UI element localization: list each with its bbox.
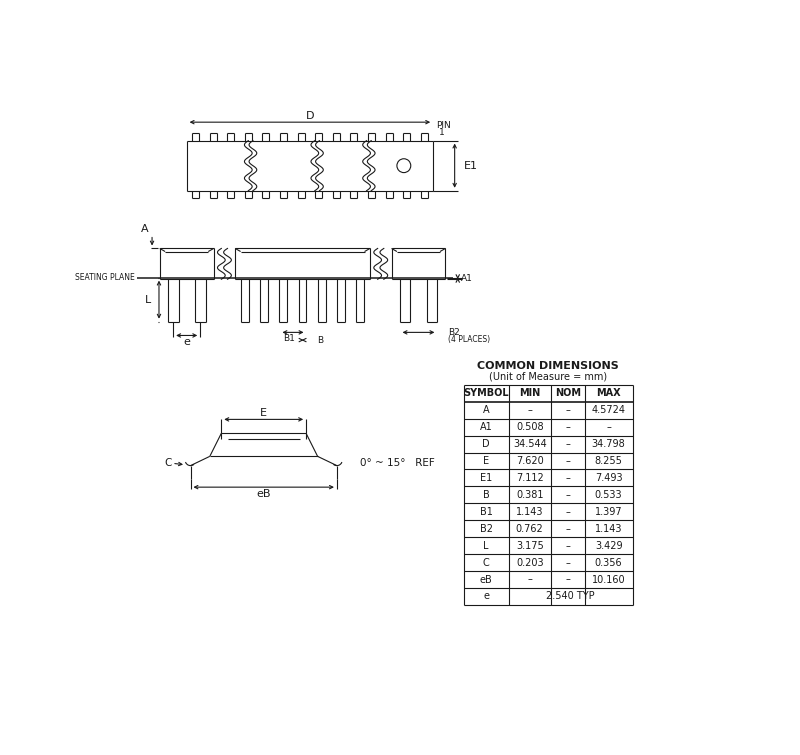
Text: (4 PLACES): (4 PLACES) (449, 334, 490, 344)
Text: 3.429: 3.429 (595, 541, 622, 550)
Text: e: e (183, 337, 190, 347)
Text: 8.255: 8.255 (594, 456, 622, 466)
Text: 0.508: 0.508 (516, 422, 543, 432)
Text: C: C (164, 458, 171, 468)
Text: –: – (566, 575, 570, 584)
Text: –: – (566, 405, 570, 415)
Text: eB: eB (480, 575, 493, 584)
Text: e: e (483, 591, 490, 602)
Text: B: B (318, 335, 323, 344)
Text: A1: A1 (461, 274, 473, 283)
Text: –: – (527, 405, 532, 415)
Text: 0.356: 0.356 (595, 558, 622, 568)
Text: 0° ~ 15°   REF: 0° ~ 15° REF (360, 458, 434, 467)
Text: E: E (483, 456, 490, 466)
Text: MIN: MIN (519, 388, 540, 398)
Text: –: – (566, 473, 570, 483)
Text: 0.762: 0.762 (516, 524, 544, 534)
Text: B2: B2 (480, 524, 493, 534)
Text: 34.798: 34.798 (592, 439, 626, 449)
Text: –: – (527, 575, 532, 584)
Text: 7.493: 7.493 (595, 473, 622, 483)
Text: 0.533: 0.533 (595, 490, 622, 500)
Text: eB: eB (257, 489, 271, 499)
Text: B1: B1 (480, 507, 493, 516)
Text: MAX: MAX (596, 388, 621, 398)
Text: 2.540 TYP: 2.540 TYP (546, 591, 595, 602)
Text: 1: 1 (439, 128, 445, 137)
Text: –: – (566, 456, 570, 466)
Text: 4.5724: 4.5724 (592, 405, 626, 415)
Text: 1.397: 1.397 (595, 507, 622, 516)
Text: –: – (566, 422, 570, 432)
Text: 3.175: 3.175 (516, 541, 544, 550)
Text: 10.160: 10.160 (592, 575, 626, 584)
Text: NOM: NOM (555, 388, 581, 398)
Text: B2: B2 (449, 328, 460, 337)
Text: E: E (260, 408, 267, 418)
Text: B1: B1 (283, 334, 295, 343)
Text: –: – (566, 439, 570, 449)
Text: –: – (606, 422, 611, 432)
Text: 0.203: 0.203 (516, 558, 543, 568)
Text: D: D (482, 439, 490, 449)
Text: 0.381: 0.381 (516, 490, 543, 500)
Text: L: L (145, 294, 151, 305)
Text: E1: E1 (464, 161, 478, 171)
Text: 7.112: 7.112 (516, 473, 544, 483)
Text: A1: A1 (480, 422, 493, 432)
Text: L: L (483, 541, 489, 550)
Text: –: – (566, 490, 570, 500)
Text: SEATING PLANE: SEATING PLANE (75, 273, 135, 282)
Text: –: – (566, 558, 570, 568)
Text: COMMON DIMENSIONS: COMMON DIMENSIONS (478, 361, 619, 371)
Text: E1: E1 (480, 473, 492, 483)
Text: –: – (566, 524, 570, 534)
Text: D: D (306, 111, 314, 121)
Text: –: – (566, 541, 570, 550)
Text: C: C (483, 558, 490, 568)
Text: A: A (483, 405, 490, 415)
Text: (Unit of Measure = mm): (Unit of Measure = mm) (489, 371, 607, 381)
Text: 7.620: 7.620 (516, 456, 544, 466)
Text: 1.143: 1.143 (516, 507, 543, 516)
Text: 34.544: 34.544 (513, 439, 546, 449)
Text: PIN: PIN (436, 121, 451, 130)
Text: B: B (483, 490, 490, 500)
Text: A: A (141, 224, 148, 234)
Text: SYMBOL: SYMBOL (463, 388, 509, 398)
Text: –: – (566, 507, 570, 516)
Text: 1.143: 1.143 (595, 524, 622, 534)
